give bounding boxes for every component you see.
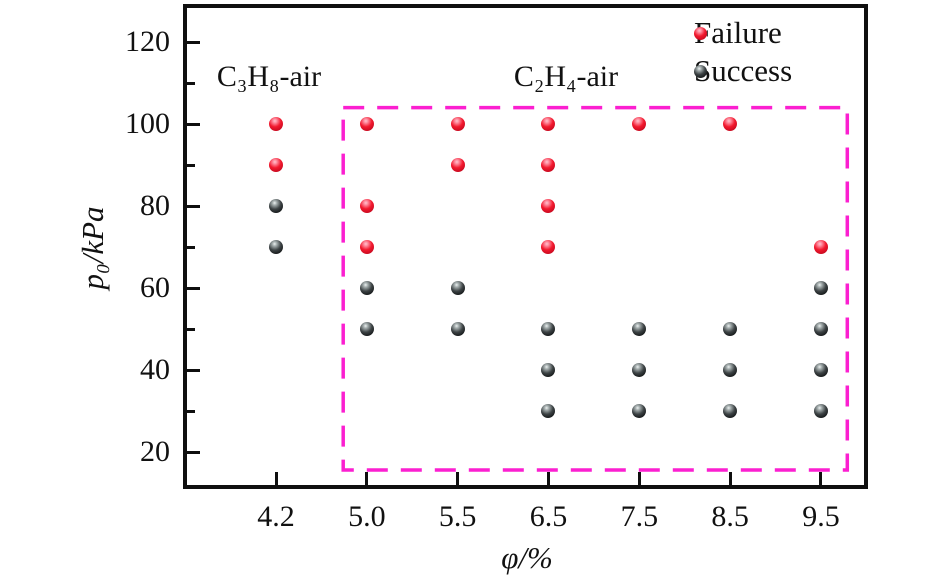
data-point-success: [269, 199, 283, 213]
x-major-tick: [365, 472, 369, 485]
data-point-success: [359, 281, 374, 295]
x-tick-label: 9.5: [802, 500, 840, 533]
legend-label-success: Success: [694, 53, 793, 88]
data-point-success: [541, 363, 556, 377]
legend-label-failure: Failure: [694, 15, 782, 50]
y-minor-tick: [187, 409, 195, 413]
data-point-success: [813, 363, 828, 377]
data-point-success: [632, 322, 647, 336]
x-major-tick: [456, 472, 460, 485]
y-minor-tick: [187, 163, 195, 167]
data-point-failure: [269, 158, 283, 172]
x-major-tick: [637, 472, 641, 485]
x-major-tick: [274, 472, 278, 485]
y-tick-label: 20: [140, 435, 170, 468]
x-tick-label: 4.2: [257, 500, 295, 533]
y-minor-tick: [187, 327, 195, 331]
data-point-failure: [359, 199, 374, 213]
data-point-failure: [541, 240, 556, 254]
plot-frame: [183, 4, 868, 489]
data-point-failure: [723, 117, 738, 131]
y-major-tick: [187, 286, 200, 290]
y-tick-label: 60: [140, 271, 170, 304]
x-tick-label: 5.5: [438, 500, 477, 533]
x-major-tick: [546, 472, 550, 485]
y-tick-label: 80: [140, 189, 170, 222]
data-point-success: [450, 322, 465, 336]
y-major-tick: [187, 204, 200, 208]
x-tick-label: 8.5: [711, 500, 749, 533]
label-c2h4-air: C₂H₄-air: [513, 60, 619, 93]
data-point-success: [813, 281, 828, 295]
x-major-tick: [728, 472, 732, 485]
x-tick-label: 7.5: [620, 500, 659, 533]
y-tick-label: 40: [140, 353, 170, 386]
data-point-failure: [359, 240, 374, 254]
data-point-success: [813, 322, 828, 336]
legend-item-failure: Failure: [694, 16, 782, 50]
data-point-failure: [450, 158, 465, 172]
x-tick-label: 5.0: [348, 500, 386, 533]
data-point-success: [813, 404, 828, 418]
y-major-tick: [187, 40, 200, 44]
y-minor-tick: [187, 245, 195, 249]
data-point-success: [450, 281, 465, 295]
data-point-failure: [632, 117, 647, 131]
data-point-success: [541, 322, 556, 336]
x-tick-label: 6.5: [529, 500, 568, 533]
data-point-success: [723, 363, 738, 377]
data-point-success: [723, 404, 738, 418]
data-point-failure: [450, 117, 465, 131]
x-axis-title: φ/%: [501, 540, 553, 575]
y-major-tick: [187, 368, 200, 372]
data-point-success: [269, 240, 283, 254]
legend-item-success: Success: [694, 54, 792, 88]
y-major-tick: [187, 122, 200, 126]
data-point-failure: [541, 199, 556, 213]
y-tick-label: 120: [125, 25, 170, 58]
y-minor-tick: [187, 81, 195, 85]
data-point-failure: [269, 117, 283, 131]
data-point-failure: [541, 117, 556, 131]
failure-marker-icon: [694, 26, 707, 40]
data-point-success: [359, 322, 374, 336]
data-point-success: [723, 322, 738, 336]
data-point-failure: [813, 240, 828, 254]
data-point-success: [632, 363, 647, 377]
y-major-tick: [187, 450, 200, 454]
data-point-failure: [541, 158, 556, 172]
label-c3h8-air: C₃H₈-air: [216, 60, 322, 93]
data-point-success: [632, 404, 647, 418]
success-marker-icon: [694, 64, 707, 78]
y-tick-label: 100: [125, 107, 170, 140]
data-point-success: [541, 404, 556, 418]
data-point-failure: [359, 117, 374, 131]
x-major-tick: [819, 472, 823, 485]
